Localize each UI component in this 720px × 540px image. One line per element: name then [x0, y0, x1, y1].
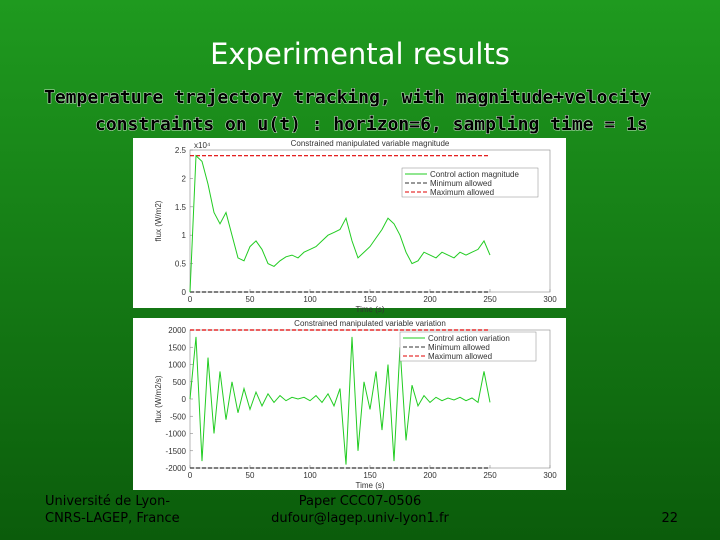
- footer-left: Université de Lyon-: [45, 494, 170, 509]
- subtitle-line: Temperature trajectory tracking, with ma…: [44, 87, 651, 108]
- y-tick-label: 0: [182, 395, 187, 404]
- x-tick-label: 250: [483, 471, 497, 480]
- y-tick-label: -2000: [166, 464, 187, 473]
- x-tick-label: 300: [543, 295, 557, 304]
- charts: Constrained manipulated variable magnitu…: [133, 138, 566, 490]
- y-axis-label: flux (W/m2): [154, 200, 163, 241]
- y-tick-label: 500: [173, 378, 187, 387]
- y-tick-label: 2: [182, 174, 187, 183]
- y-tick-label: -1500: [166, 447, 187, 456]
- x-tick-label: 100: [303, 295, 317, 304]
- x-tick-label: 50: [246, 295, 255, 304]
- x-tick-label: 250: [483, 295, 497, 304]
- legend-label: Maximum allowed: [430, 188, 494, 197]
- x-tick-label: 200: [423, 471, 437, 480]
- page-number: 22: [661, 511, 678, 526]
- x-tick-label: 300: [543, 471, 557, 480]
- x-tick-label: 0: [188, 295, 193, 304]
- y-tick-label: 1500: [168, 343, 186, 352]
- x-tick-label: 200: [423, 295, 437, 304]
- legend-label: Control action magnitude: [430, 170, 519, 179]
- x-axis-label: Time (s): [355, 481, 384, 490]
- data-line: [189, 154, 491, 293]
- y-tick-label: -500: [170, 412, 187, 421]
- x-tick-label: 0: [188, 471, 193, 480]
- x-tick-label: 150: [363, 471, 377, 480]
- chart-title: Constrained manipulated variable magnitu…: [291, 139, 450, 148]
- x-tick-label: 150: [363, 295, 377, 304]
- legend-label: Minimum allowed: [428, 343, 490, 352]
- y-tick-label: 2000: [168, 326, 186, 335]
- footer-left: CNRS-LAGEP, France: [45, 511, 180, 526]
- y-tick-label: 1.5: [175, 203, 187, 212]
- y-multiplier: x10⁴: [194, 141, 211, 150]
- y-tick-label: 1000: [168, 361, 186, 370]
- y-tick-label: 0: [182, 288, 187, 297]
- data-line: [189, 336, 491, 465]
- y-tick-label: 0.5: [175, 260, 187, 269]
- y-tick-label: -1000: [166, 430, 187, 439]
- chart-image: [133, 138, 566, 308]
- y-tick-label: 1: [182, 231, 187, 240]
- x-axis-label: Time (s): [355, 305, 384, 314]
- slide-title: Experimental results: [210, 37, 510, 71]
- x-tick-label: 50: [246, 471, 255, 480]
- x-tick-label: 100: [303, 471, 317, 480]
- legend-label: Control action variation: [428, 334, 510, 343]
- subtitle-line: constraints on u(t) : horizon=6, samplin…: [95, 114, 648, 135]
- footer-center: dufour@lagep.univ-lyon1.fr: [271, 511, 449, 526]
- footer-center: Paper CCC07-0506: [299, 494, 422, 509]
- y-tick-label: 2.5: [175, 146, 187, 155]
- y-axis-label: flux (W/m2/s): [154, 375, 163, 422]
- legend-label: Minimum allowed: [430, 179, 492, 188]
- chart-title: Constrained manipulated variable variati…: [294, 319, 446, 328]
- legend-label: Maximum allowed: [428, 352, 492, 361]
